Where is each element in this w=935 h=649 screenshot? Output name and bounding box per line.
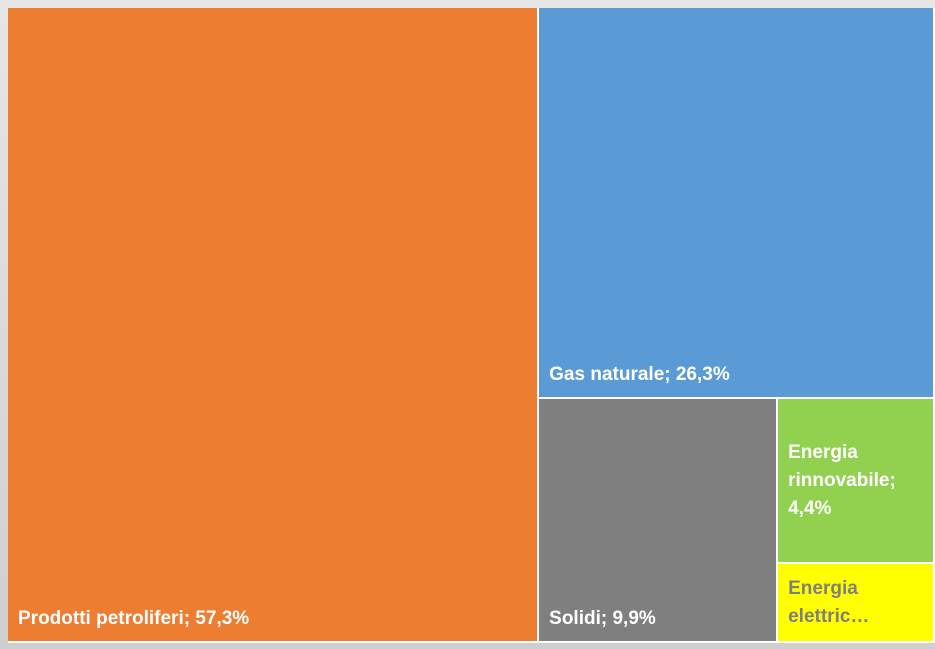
- treemap-cell: Gas naturale; 26,3%: [539, 8, 933, 398]
- cell-label: Energia elettric…: [788, 577, 870, 627]
- treemap-cell: Prodotti petroliferi; 57,3%: [8, 8, 538, 641]
- cell-label: Energia rinnovabile; 4,4%: [788, 441, 896, 519]
- treemap: Prodotti petroliferi; 57,3% Gas naturale;…: [8, 8, 935, 643]
- cell-label: Gas naturale; 26,3%: [549, 364, 730, 386]
- cell-label: Solidi; 9,9%: [549, 607, 656, 629]
- treemap-cell: Energia rinnovabile; 4,4%: [778, 399, 933, 563]
- treemap-cell: Solidi; 9,9%: [539, 399, 777, 641]
- cell-label: Prodotti petroliferi; 57,3%: [18, 608, 250, 629]
- treemap-cell: Energia elettric…: [778, 564, 933, 641]
